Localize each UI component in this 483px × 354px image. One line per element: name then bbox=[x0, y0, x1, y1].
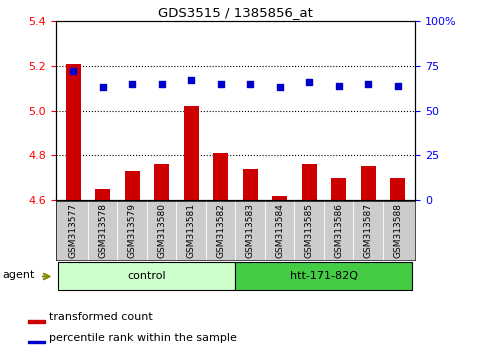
Point bbox=[246, 81, 254, 87]
Point bbox=[158, 81, 166, 87]
Text: GSM313580: GSM313580 bbox=[157, 203, 166, 258]
FancyBboxPatch shape bbox=[236, 262, 412, 291]
Title: GDS3515 / 1385856_at: GDS3515 / 1385856_at bbox=[158, 6, 313, 19]
Point bbox=[305, 79, 313, 85]
Text: GSM313588: GSM313588 bbox=[393, 203, 402, 258]
Text: GSM313582: GSM313582 bbox=[216, 203, 225, 258]
Text: GSM313581: GSM313581 bbox=[187, 203, 196, 258]
Bar bbox=[272, 195, 287, 200]
Bar bbox=[390, 178, 405, 200]
Text: GSM313585: GSM313585 bbox=[305, 203, 313, 258]
Text: GSM313587: GSM313587 bbox=[364, 203, 373, 258]
Text: GSM313577: GSM313577 bbox=[69, 203, 78, 258]
Text: GSM313579: GSM313579 bbox=[128, 203, 137, 258]
Bar bbox=[243, 169, 257, 200]
Bar bbox=[28, 341, 45, 343]
Text: htt-171-82Q: htt-171-82Q bbox=[290, 272, 358, 281]
Bar bbox=[184, 106, 199, 200]
Text: GSM313586: GSM313586 bbox=[334, 203, 343, 258]
Point bbox=[335, 83, 342, 88]
Bar bbox=[302, 164, 316, 200]
Text: transformed count: transformed count bbox=[49, 312, 153, 322]
Point bbox=[394, 83, 401, 88]
Point bbox=[364, 81, 372, 87]
Point bbox=[217, 81, 225, 87]
FancyBboxPatch shape bbox=[58, 262, 236, 291]
Point bbox=[187, 78, 195, 83]
Bar bbox=[66, 64, 81, 200]
Text: percentile rank within the sample: percentile rank within the sample bbox=[49, 332, 237, 343]
Point bbox=[99, 85, 107, 90]
Point bbox=[128, 81, 136, 87]
Text: GSM313578: GSM313578 bbox=[98, 203, 107, 258]
Bar bbox=[28, 320, 45, 323]
Point bbox=[70, 68, 77, 74]
Text: GSM313584: GSM313584 bbox=[275, 203, 284, 258]
Point bbox=[276, 85, 284, 90]
Bar bbox=[361, 166, 376, 200]
Bar bbox=[125, 171, 140, 200]
Bar bbox=[155, 164, 169, 200]
Bar bbox=[213, 153, 228, 200]
Text: agent: agent bbox=[3, 270, 35, 280]
Text: GSM313583: GSM313583 bbox=[246, 203, 255, 258]
Bar bbox=[95, 189, 110, 200]
Text: control: control bbox=[128, 272, 166, 281]
Bar bbox=[331, 178, 346, 200]
